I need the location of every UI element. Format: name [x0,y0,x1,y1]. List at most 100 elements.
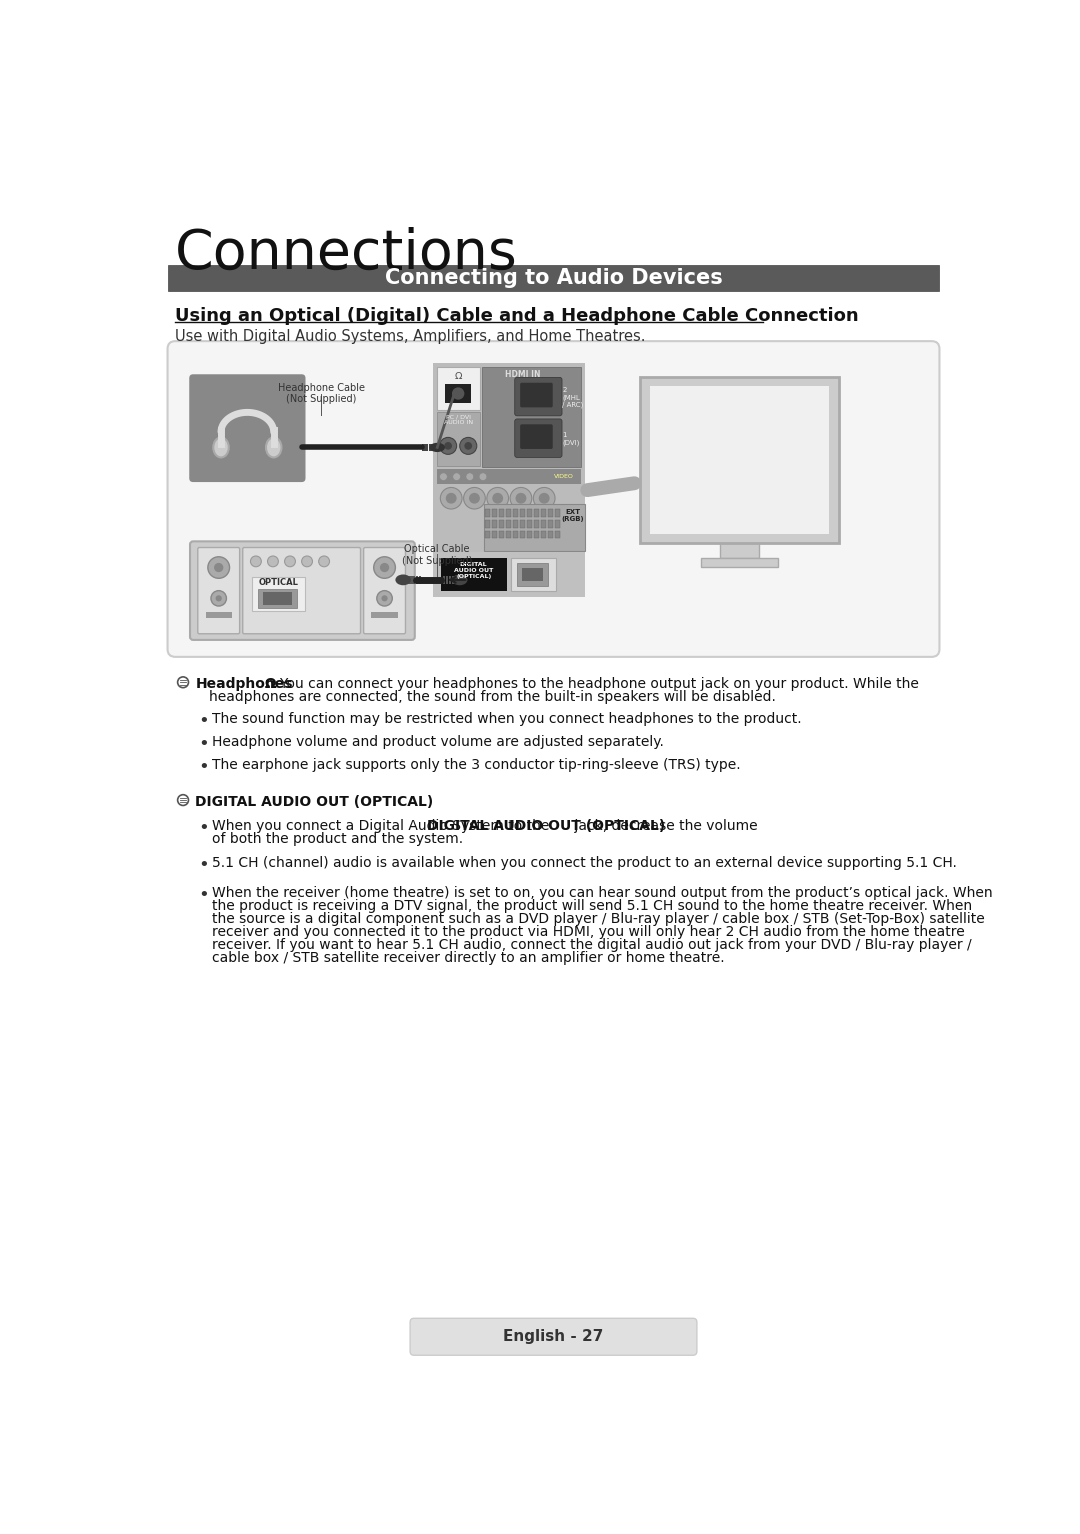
Bar [535,520,539,528]
Text: English - 27: English - 27 [503,1330,604,1344]
Bar [527,520,531,528]
Circle shape [464,442,472,449]
Text: Headphones: Headphones [195,676,293,690]
Bar [517,563,548,586]
Bar [485,531,490,538]
Bar [548,531,553,538]
Bar [485,509,490,517]
Circle shape [515,492,526,503]
Bar [499,509,504,517]
Text: DIGITAL AUDIO OUT (OPTICAL): DIGITAL AUDIO OUT (OPTICAL) [195,795,434,808]
Circle shape [460,437,476,454]
Bar [416,575,418,584]
Bar [548,520,553,528]
Bar [258,589,297,607]
Circle shape [463,488,485,509]
Circle shape [444,442,451,449]
Bar [640,376,839,543]
Text: Optical Cable
(Not Supplied): Optical Cable (Not Supplied) [402,545,472,566]
Circle shape [492,492,503,503]
Bar [507,520,511,528]
Bar [429,443,431,451]
Text: jack, decrease the volume: jack, decrease the volume [570,819,758,833]
Text: of both the product and the system.: of both the product and the system. [213,833,463,847]
Circle shape [211,591,227,606]
FancyBboxPatch shape [189,374,306,482]
Bar [205,612,232,618]
Text: the product is receiving a DTV signal, the product will send 5.1 CH sound to the: the product is receiving a DTV signal, t… [213,899,973,913]
Bar [422,443,423,451]
Bar [535,531,539,538]
Bar [492,509,497,517]
FancyBboxPatch shape [198,548,240,634]
Bar [513,531,517,538]
Bar [437,469,581,485]
Bar [419,575,421,584]
Text: Use with Digital Audio Systems, Amplifiers, and Home Theatres.: Use with Digital Audio Systems, Amplifie… [175,328,646,344]
Bar [441,558,507,591]
Bar [527,531,531,538]
Text: : You can connect your headphones to the headphone output jack on your product. : : You can connect your headphones to the… [271,676,918,690]
Bar [555,531,559,538]
Circle shape [207,557,230,578]
Text: receiver. If you want to hear 5.1 CH audio, connect the digital audio out jack f: receiver. If you want to hear 5.1 CH aud… [213,937,972,953]
Bar [507,531,511,538]
Text: •: • [198,735,208,753]
Circle shape [377,591,392,606]
Bar [521,520,525,528]
Text: the source is a digital component such as a DVD player / Blu-ray player / cable : the source is a digital component such a… [213,911,985,925]
Bar [492,531,497,538]
Text: Connecting to Audio Devices: Connecting to Audio Devices [384,268,723,288]
Text: When you connect a Digital Audio System to the: When you connect a Digital Audio System … [213,819,554,833]
FancyBboxPatch shape [243,548,361,634]
Bar [451,575,455,584]
Text: Ω: Ω [260,676,276,690]
Circle shape [380,563,389,572]
Bar [433,443,435,451]
Circle shape [268,555,279,566]
Text: Headphone volume and product volume are adjusted separately.: Headphone volume and product volume are … [213,735,664,749]
Bar [431,443,433,451]
Bar [513,509,517,517]
Text: The earphone jack supports only the 3 conductor tip-ring-sleeve (TRS) type.: The earphone jack supports only the 3 co… [213,758,741,772]
Text: DIGITAL
AUDIO OUT
(OPTICAL): DIGITAL AUDIO OUT (OPTICAL) [454,561,494,578]
Text: PC / DVI
AUDIO IN: PC / DVI AUDIO IN [444,414,473,425]
FancyBboxPatch shape [521,384,553,408]
Bar [427,443,429,451]
Text: cable box / STB satellite receiver directly to an amplifier or home theatre.: cable box / STB satellite receiver direc… [213,951,725,965]
Circle shape [465,472,474,480]
Text: •: • [198,856,208,874]
FancyBboxPatch shape [515,377,562,416]
Circle shape [534,488,555,509]
Text: VIDEO: VIDEO [554,474,573,479]
Text: When the receiver (home theatre) is set to on, you can hear sound output from th: When the receiver (home theatre) is set … [213,885,994,899]
Bar [252,577,305,611]
Bar [541,520,545,528]
Ellipse shape [266,437,282,457]
Text: EXT
(RGB): EXT (RGB) [562,509,584,522]
Bar [499,531,504,538]
FancyBboxPatch shape [167,265,940,291]
Bar [507,509,511,517]
Text: •: • [198,885,208,904]
Circle shape [381,595,388,601]
Text: The sound function may be restricted when you connect headphones to the product.: The sound function may be restricted whe… [213,712,802,726]
Text: HDMI IN: HDMI IN [505,370,541,379]
Ellipse shape [213,437,229,457]
Circle shape [440,472,447,480]
Text: •: • [198,712,208,730]
Bar [499,520,504,528]
Ellipse shape [430,443,445,453]
Bar [521,509,525,517]
Bar [449,575,451,584]
FancyBboxPatch shape [364,548,405,634]
Circle shape [301,555,312,566]
Bar [701,557,779,566]
Circle shape [510,488,531,509]
Bar [511,558,556,591]
Bar [541,509,545,517]
Circle shape [441,488,462,509]
Bar [413,575,415,584]
FancyBboxPatch shape [515,419,562,457]
Bar [443,575,445,584]
